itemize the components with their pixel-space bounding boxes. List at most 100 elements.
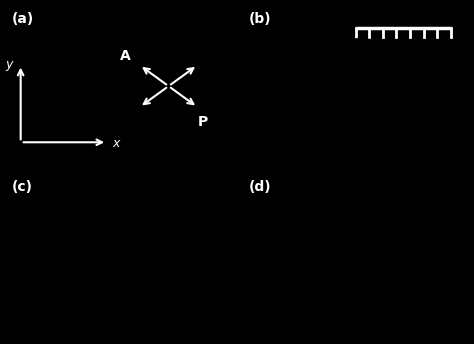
Ellipse shape [269,47,442,152]
Ellipse shape [68,66,91,80]
Ellipse shape [64,222,173,294]
Ellipse shape [82,234,155,282]
Ellipse shape [264,43,447,155]
Ellipse shape [43,50,117,96]
Ellipse shape [36,46,123,100]
Ellipse shape [54,215,183,301]
Ellipse shape [56,216,181,300]
Ellipse shape [301,66,410,133]
Ellipse shape [355,99,356,100]
Ellipse shape [37,204,200,312]
Ellipse shape [70,67,90,79]
Ellipse shape [334,243,377,273]
Ellipse shape [306,224,405,292]
Ellipse shape [103,248,134,268]
Ellipse shape [323,236,388,280]
Ellipse shape [46,210,191,306]
Ellipse shape [105,249,132,267]
Ellipse shape [322,79,389,120]
Ellipse shape [46,52,114,94]
Ellipse shape [319,232,392,284]
Ellipse shape [110,252,127,264]
Ellipse shape [311,73,400,126]
Ellipse shape [117,257,120,259]
Ellipse shape [285,56,426,142]
Ellipse shape [345,93,366,106]
Ellipse shape [72,227,165,289]
Ellipse shape [18,191,219,325]
Ellipse shape [281,54,430,145]
Ellipse shape [77,230,160,286]
Ellipse shape [74,69,86,77]
Ellipse shape [329,83,382,116]
Ellipse shape [277,203,434,313]
Ellipse shape [295,216,416,300]
Ellipse shape [313,228,398,288]
Ellipse shape [277,51,434,148]
Ellipse shape [31,200,206,316]
Ellipse shape [297,217,414,299]
Ellipse shape [292,213,419,303]
Ellipse shape [107,250,130,266]
Ellipse shape [70,67,90,79]
Ellipse shape [289,212,422,304]
Ellipse shape [49,54,110,92]
Ellipse shape [62,221,175,295]
Ellipse shape [66,65,93,81]
Ellipse shape [268,197,443,319]
Ellipse shape [49,54,111,92]
Ellipse shape [46,52,114,94]
Ellipse shape [316,75,395,123]
Ellipse shape [64,63,96,83]
Ellipse shape [57,217,180,299]
Ellipse shape [61,61,99,85]
Ellipse shape [311,227,400,289]
Ellipse shape [17,191,220,325]
Ellipse shape [290,59,421,140]
Ellipse shape [324,236,387,280]
Ellipse shape [292,61,419,138]
Ellipse shape [305,68,406,130]
Ellipse shape [326,237,385,279]
Ellipse shape [345,251,366,265]
Ellipse shape [57,59,103,87]
Ellipse shape [107,250,130,266]
Ellipse shape [274,202,437,314]
Ellipse shape [62,62,98,84]
Ellipse shape [347,95,364,104]
Ellipse shape [275,51,436,148]
Ellipse shape [350,96,361,103]
Ellipse shape [55,58,104,88]
Ellipse shape [353,98,358,101]
Ellipse shape [315,230,396,286]
Ellipse shape [317,76,394,123]
Ellipse shape [55,215,182,301]
Ellipse shape [54,57,106,89]
Ellipse shape [44,51,116,95]
Ellipse shape [300,65,411,133]
Ellipse shape [25,196,212,320]
Ellipse shape [63,62,97,84]
Ellipse shape [55,58,104,88]
Ellipse shape [278,52,433,147]
Ellipse shape [274,201,437,315]
Ellipse shape [331,85,380,114]
Ellipse shape [293,61,418,138]
Ellipse shape [34,45,125,101]
Ellipse shape [326,82,385,117]
Ellipse shape [310,226,401,290]
Ellipse shape [23,195,214,321]
Ellipse shape [287,57,424,141]
Ellipse shape [58,218,179,298]
Ellipse shape [41,207,196,309]
Ellipse shape [88,238,149,278]
Ellipse shape [32,201,205,315]
Ellipse shape [303,67,408,131]
Ellipse shape [62,62,98,84]
Ellipse shape [49,212,188,304]
Ellipse shape [335,87,376,112]
Ellipse shape [286,57,425,142]
Ellipse shape [106,250,131,266]
Ellipse shape [68,66,91,80]
Ellipse shape [352,97,359,101]
